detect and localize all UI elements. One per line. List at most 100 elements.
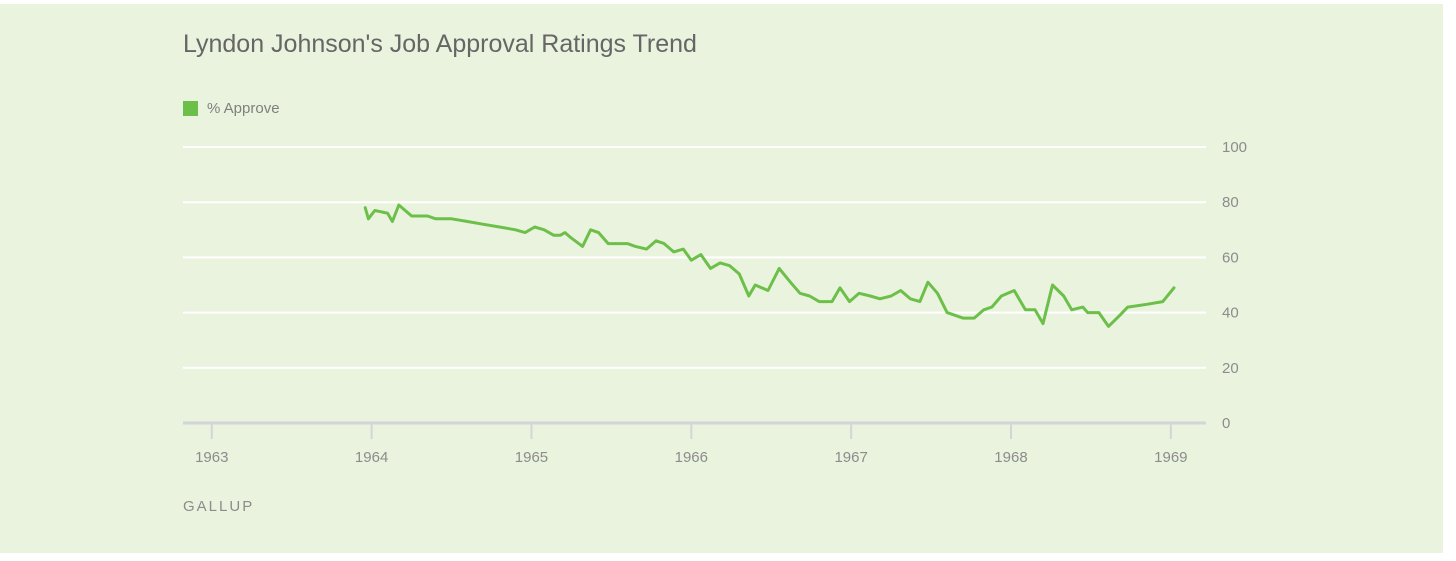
data-point — [552, 234, 555, 237]
data-point — [1000, 295, 1003, 298]
data-point — [831, 300, 834, 303]
data-point — [990, 306, 993, 309]
data-point — [682, 248, 685, 251]
data-point — [634, 245, 637, 248]
data-point — [533, 226, 536, 229]
source-label: GALLUP — [183, 498, 255, 515]
data-point — [426, 215, 429, 218]
x-tick-label: 1967 — [834, 449, 867, 466]
data-point — [367, 217, 370, 220]
data-point — [1126, 306, 1129, 309]
data-point — [482, 223, 485, 226]
approve-series-line — [363, 203, 1176, 328]
x-tick-label: 1966 — [675, 449, 708, 466]
data-point — [543, 228, 546, 231]
data-point — [498, 226, 501, 229]
x-tick-label: 1968 — [994, 449, 1027, 466]
data-point — [699, 253, 702, 256]
data-point — [626, 242, 629, 245]
data-point — [1062, 295, 1065, 298]
legend-swatch — [183, 101, 198, 116]
x-tick-label: 1969 — [1154, 449, 1187, 466]
data-point — [890, 295, 893, 298]
x-tick-label: 1963 — [195, 449, 228, 466]
data-point — [397, 204, 400, 207]
data-point — [589, 228, 592, 231]
legend-label: % Approve — [207, 100, 280, 117]
data-point — [1042, 322, 1045, 325]
data-point — [1173, 286, 1176, 289]
data-point — [973, 317, 976, 320]
data-point — [386, 212, 389, 215]
data-point — [926, 281, 929, 284]
data-point — [618, 242, 621, 245]
data-point — [909, 297, 912, 300]
data-point — [581, 245, 584, 248]
chart-title: Lyndon Johnson's Job Approval Ratings Tr… — [183, 30, 697, 58]
data-point — [789, 281, 792, 284]
data-point — [1051, 284, 1054, 287]
data-point — [1070, 308, 1073, 311]
data-point — [747, 295, 750, 298]
data-point — [936, 292, 939, 295]
data-point — [728, 264, 731, 267]
data-point — [1034, 308, 1037, 311]
data-point — [1118, 314, 1121, 317]
data-point — [1086, 311, 1089, 314]
data-point — [1161, 300, 1164, 303]
data-point — [869, 295, 872, 298]
data-point — [663, 242, 666, 245]
data-point — [962, 317, 965, 320]
data-point — [778, 267, 781, 270]
data-point — [391, 220, 394, 223]
data-point — [672, 250, 675, 253]
data-point — [364, 206, 367, 209]
data-point — [655, 239, 658, 242]
data-point — [799, 292, 802, 295]
data-point — [373, 209, 376, 212]
y-tick-label: 100 — [1222, 139, 1247, 156]
data-point — [434, 217, 437, 220]
data-point — [410, 215, 413, 218]
data-point — [709, 267, 712, 270]
data-point — [767, 289, 770, 292]
data-point — [564, 231, 567, 234]
data-point — [738, 273, 741, 276]
data-point — [839, 286, 842, 289]
data-point — [690, 259, 693, 262]
data-point — [514, 228, 517, 231]
legend: % Approve — [183, 100, 280, 117]
y-tick-label: 20 — [1222, 360, 1239, 377]
data-point — [559, 234, 562, 237]
x-tick-label: 1965 — [515, 449, 548, 466]
data-point — [450, 217, 453, 220]
data-point — [754, 284, 757, 287]
data-point — [1013, 289, 1016, 292]
data-point — [878, 297, 881, 300]
data-point — [607, 242, 610, 245]
data-point — [808, 295, 811, 298]
data-point — [645, 248, 648, 251]
chart-panel — [0, 4, 1443, 553]
data-point — [1024, 308, 1027, 311]
data-point — [466, 220, 469, 223]
data-point — [918, 300, 921, 303]
data-point — [858, 292, 861, 295]
data-point — [946, 311, 949, 314]
data-point — [1097, 311, 1100, 314]
data-point — [818, 300, 821, 303]
data-point — [597, 231, 600, 234]
x-tick-label: 1964 — [355, 449, 388, 466]
y-tick-label: 80 — [1222, 194, 1239, 211]
data-point — [982, 308, 985, 311]
data-point — [848, 300, 851, 303]
data-point — [1081, 306, 1084, 309]
data-point — [1107, 325, 1110, 328]
data-point — [1145, 303, 1148, 306]
y-tick-label: 40 — [1222, 305, 1239, 322]
data-point — [570, 237, 573, 240]
data-point — [524, 231, 527, 234]
y-tick-label: 0 — [1222, 415, 1230, 432]
y-tick-label: 60 — [1222, 249, 1239, 266]
